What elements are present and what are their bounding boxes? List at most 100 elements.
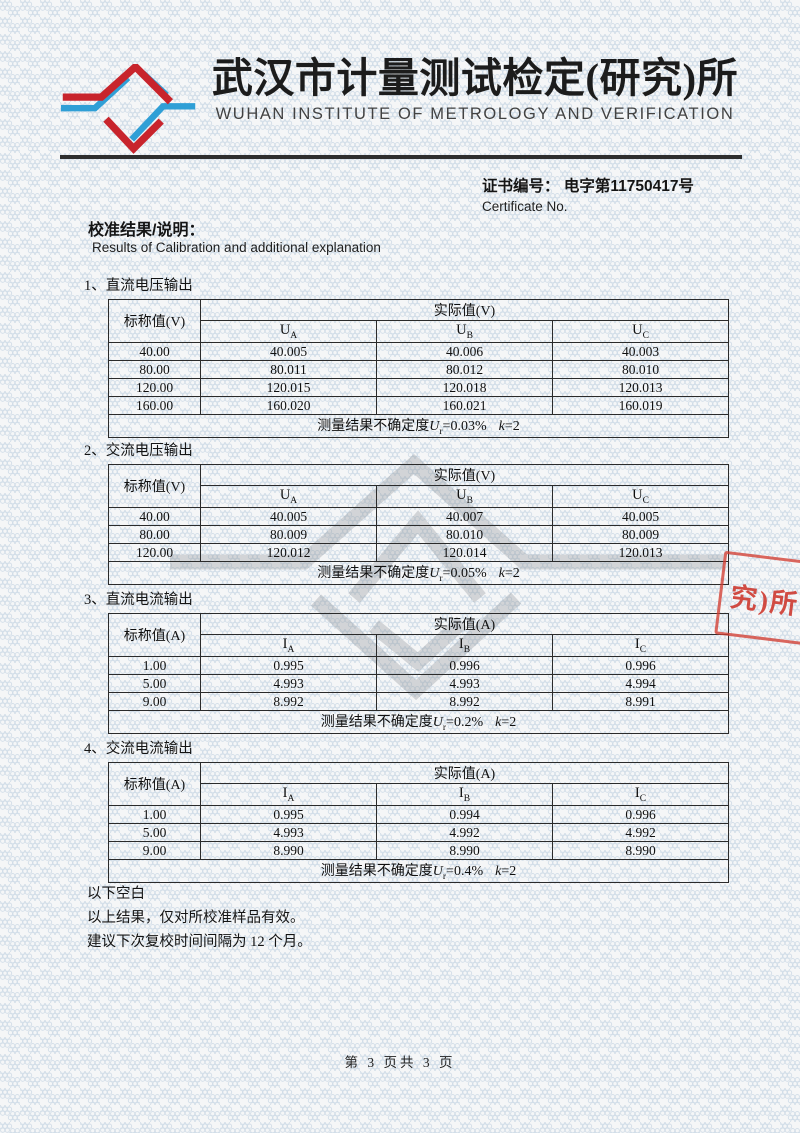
value-cell: 120.013 (552, 378, 729, 397)
table-group-ac-voltage: 2、交流电压输出 标称值(V) 实际值(V) UA UB UC 40.00 40… (0, 442, 800, 585)
nominal-value-cell: 120.00 (108, 543, 201, 562)
value-cell: 80.012 (376, 360, 553, 379)
nominal-header-cell: 标称值(A) (108, 613, 201, 657)
value-cell: 160.021 (376, 396, 553, 415)
ac-voltage-table: 标称值(V) 实际值(V) UA UB UC 40.00 40.005 40.0… (108, 464, 729, 585)
nominal-value-cell: 40.00 (108, 507, 201, 526)
table-row: 5.00 4.993 4.993 4.994 (108, 674, 729, 693)
institute-title-cn: 武汉市计量测试检定(研究)所 (211, 55, 739, 101)
phase-a-header-cell: UA (200, 320, 377, 343)
actual-header-cell: 实际值(V) (200, 464, 729, 486)
value-cell: 40.005 (200, 507, 377, 526)
phase-a-header-cell: IA (200, 783, 377, 806)
ac-current-table: 标称值(A) 实际值(A) IA IB IC 1.00 0.995 0.994 … (108, 762, 729, 883)
table-row: 80.00 80.009 80.010 80.009 (108, 525, 729, 544)
table-row: 120.00 120.012 120.014 120.013 (108, 543, 729, 562)
table-row: 1.00 0.995 0.996 0.996 (108, 656, 729, 675)
table-row: 80.00 80.011 80.012 80.010 (108, 360, 729, 379)
table-header-row: 标称值(V) 实际值(V) (108, 464, 729, 508)
closing-notes: 以下空白 以上结果，仅对所校准样品有效。 建议下次复校时间间隔为 12 个月。 (87, 882, 312, 954)
table-caption: 4、交流电流输出 (84, 741, 193, 757)
value-cell: 160.020 (200, 396, 377, 415)
phase-a-header-cell: IA (200, 634, 377, 657)
certificate-label-cn: 证书编号： (482, 178, 560, 195)
table-caption: 3、直流电流输出 (84, 592, 193, 608)
value-cell: 120.012 (200, 543, 377, 562)
phase-c-header-cell: IC (552, 783, 729, 806)
table-row: 40.00 40.005 40.007 40.005 (108, 507, 729, 526)
value-cell: 40.003 (552, 342, 729, 361)
value-cell: 0.995 (200, 805, 377, 824)
nominal-value-cell: 9.00 (108, 841, 201, 860)
document-header: 武汉市计量测试检定(研究)所 WUHAN INSTITUTE OF METROL… (58, 55, 748, 156)
nominal-header-cell: 标称值(V) (108, 464, 201, 508)
uncertainty-row: 测量结果不确定度Ur=0.05% k=2 (108, 561, 729, 585)
value-cell: 80.011 (200, 360, 377, 379)
value-cell: 8.992 (200, 692, 377, 711)
table-caption: 1、直流电压输出 (84, 278, 193, 294)
value-cell: 8.990 (552, 841, 729, 860)
nominal-value-cell: 1.00 (108, 656, 201, 675)
value-cell: 40.006 (376, 342, 553, 361)
dc-current-table: 标称值(A) 实际值(A) IA IB IC 1.00 0.995 0.996 … (108, 613, 729, 734)
value-cell: 0.995 (200, 656, 377, 675)
value-cell: 40.005 (552, 507, 729, 526)
nominal-value-cell: 80.00 (108, 360, 201, 379)
table-group-ac-current: 4、交流电流输出 标称值(A) 实际值(A) IA IB IC 1.00 0.9… (0, 740, 800, 883)
institute-title-en: WUHAN INSTITUTE OF METROLOGY AND VERIFIC… (215, 104, 735, 123)
value-cell: 4.993 (376, 674, 553, 693)
phase-b-header-cell: UB (376, 320, 553, 343)
uncertainty-row: 测量结果不确定度Ur=0.03% k=2 (108, 414, 729, 438)
value-cell: 80.010 (376, 525, 553, 544)
uncertainty-cell: 测量结果不确定度Ur=0.03% k=2 (108, 414, 729, 438)
phase-b-header-cell: UB (376, 485, 553, 508)
value-cell: 40.005 (200, 342, 377, 361)
title-block: 武汉市计量测试检定(研究)所 WUHAN INSTITUTE OF METROL… (200, 55, 748, 124)
value-cell: 8.990 (200, 841, 377, 860)
table-subheader-row: UA UB UC (109, 485, 729, 508)
header-divider-rule (60, 155, 742, 159)
value-cell: 4.993 (200, 674, 377, 693)
value-cell: 8.990 (376, 841, 553, 860)
phase-b-header-cell: IB (376, 634, 553, 657)
value-cell: 160.019 (552, 396, 729, 415)
certificate-label-en: Certificate No. (482, 199, 568, 214)
value-cell: 8.992 (376, 692, 553, 711)
phase-c-header-cell: IC (552, 634, 729, 657)
table-caption: 2、交流电压输出 (84, 443, 193, 459)
value-cell: 120.014 (376, 543, 553, 562)
uncertainty-row: 测量结果不确定度Ur=0.2% k=2 (108, 710, 729, 734)
certificate-number-block: 证书编号： 电字第11750417号 Certificate No. (482, 174, 694, 214)
actual-header-cell: 实际值(V) (200, 299, 729, 321)
nominal-value-cell: 1.00 (108, 805, 201, 824)
phase-b-header-cell: IB (376, 783, 553, 806)
table-subheader-row: UA UB UC (109, 320, 729, 343)
value-cell: 0.994 (376, 805, 553, 824)
phase-c-header-cell: UC (552, 320, 729, 343)
page-number: 第 3 页共 3 页 (344, 1055, 456, 1070)
section-heading-en: Results of Calibration and additional ex… (92, 240, 381, 255)
value-cell: 120.013 (552, 543, 729, 562)
value-cell: 0.996 (552, 805, 729, 824)
value-cell: 120.018 (376, 378, 553, 397)
table-subheader-row: IA IB IC (109, 634, 729, 657)
value-cell: 80.009 (200, 525, 377, 544)
nominal-value-cell: 120.00 (108, 378, 201, 397)
value-cell: 0.996 (376, 656, 553, 675)
uncertainty-cell: 测量结果不确定度Ur=0.4% k=2 (108, 859, 729, 883)
red-seal-stamp: 究)所 (714, 550, 800, 646)
uncertainty-cell: 测量结果不确定度Ur=0.2% k=2 (108, 710, 729, 734)
table-row: 1.00 0.995 0.994 0.996 (108, 805, 729, 824)
certificate-number-line: 证书编号： 电字第11750417号 (482, 174, 694, 196)
note-line: 以上结果，仅对所校准样品有效。 (87, 910, 305, 926)
value-cell: 40.007 (376, 507, 553, 526)
actual-header-cell: 实际值(A) (200, 613, 729, 635)
section-heading-cn: 校准结果/说明： (88, 222, 205, 239)
value-cell: 4.992 (376, 823, 553, 842)
nominal-value-cell: 5.00 (108, 823, 201, 842)
nominal-value-cell: 40.00 (108, 342, 201, 361)
value-cell: 120.015 (200, 378, 377, 397)
dc-voltage-table: 标称值(V) 实际值(V) UA UB UC 40.00 40.005 40.0… (108, 299, 729, 438)
table-row: 40.00 40.005 40.006 40.003 (108, 342, 729, 361)
